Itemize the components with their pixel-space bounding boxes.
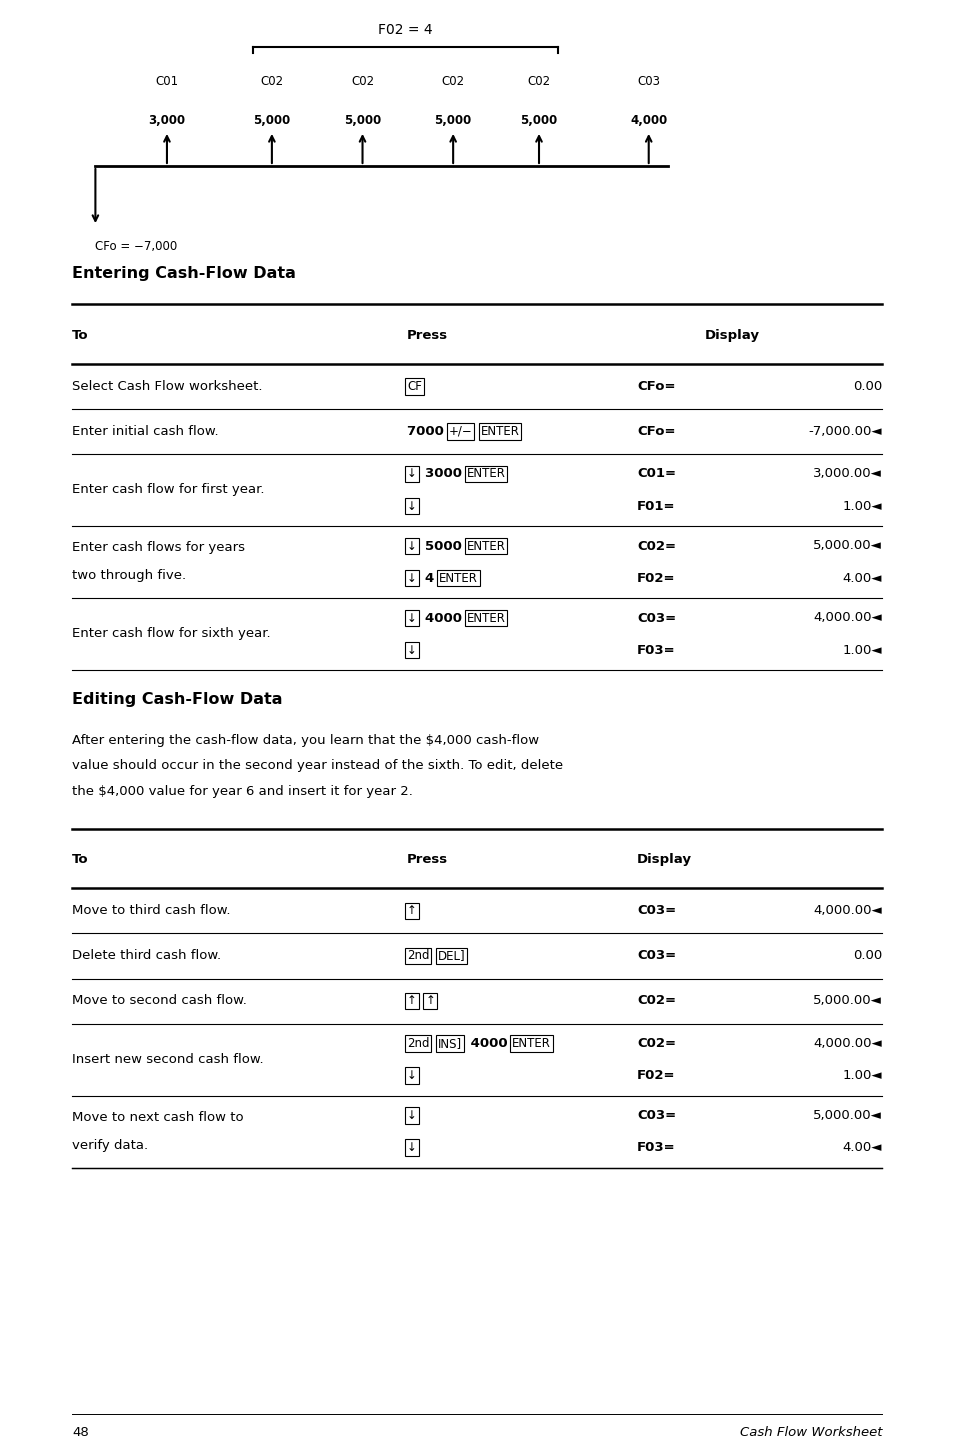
Text: 5,000.00◄: 5,000.00◄ (812, 540, 882, 552)
Text: 4,000.00◄: 4,000.00◄ (812, 904, 882, 917)
Text: Press: Press (407, 853, 448, 866)
Text: 1.00◄: 1.00◄ (841, 499, 882, 513)
Text: ↓: ↓ (407, 644, 416, 657)
Text: CFo = −7,000: CFo = −7,000 (95, 240, 177, 253)
Text: ENTER: ENTER (466, 467, 505, 480)
Text: 5,000.00◄: 5,000.00◄ (812, 1109, 882, 1123)
Text: 4000: 4000 (465, 1037, 512, 1050)
Text: ↑: ↑ (407, 904, 416, 917)
Text: Enter initial cash flow.: Enter initial cash flow. (71, 425, 218, 438)
Text: 0.00: 0.00 (852, 949, 882, 962)
Text: 0.00: 0.00 (852, 380, 882, 393)
Text: Entering Cash-Flow Data: Entering Cash-Flow Data (71, 266, 295, 281)
Text: C03=: C03= (637, 612, 676, 625)
Text: C02: C02 (527, 76, 550, 87)
Text: CF: CF (407, 380, 421, 393)
Text: 4000: 4000 (425, 612, 466, 625)
Text: C03=: C03= (637, 949, 676, 962)
Text: C03=: C03= (637, 1109, 676, 1123)
Text: C01: C01 (155, 76, 178, 87)
Text: ENTER: ENTER (480, 425, 518, 438)
Text: ENTER: ENTER (438, 572, 477, 584)
Text: Cash Flow Worksheet: Cash Flow Worksheet (739, 1425, 882, 1439)
Text: ENTER: ENTER (466, 540, 505, 552)
Text: ↓: ↓ (407, 1109, 416, 1123)
Text: Move to next cash flow to: Move to next cash flow to (71, 1111, 243, 1124)
Text: ENTER: ENTER (466, 612, 505, 625)
Text: To: To (71, 329, 89, 342)
Text: Enter cash flow for sixth year.: Enter cash flow for sixth year. (71, 628, 271, 641)
Text: 4: 4 (425, 572, 438, 584)
Text: F02=: F02= (637, 572, 675, 584)
Text: value should occur in the second year instead of the sixth. To edit, delete: value should occur in the second year in… (71, 760, 562, 773)
Text: ↓: ↓ (407, 1142, 416, 1155)
Text: 5,000: 5,000 (343, 114, 381, 127)
Text: ↓: ↓ (407, 1069, 416, 1082)
Text: 7000: 7000 (407, 425, 448, 438)
Text: 5000: 5000 (425, 540, 466, 552)
Text: 2nd: 2nd (407, 1037, 429, 1050)
Text: F01=: F01= (637, 499, 675, 513)
Text: Move to third cash flow.: Move to third cash flow. (71, 904, 231, 917)
Text: the $4,000 value for year 6 and insert it for year 2.: the $4,000 value for year 6 and insert i… (71, 785, 413, 798)
Text: 1.00◄: 1.00◄ (841, 1069, 882, 1082)
Text: 3000: 3000 (425, 467, 466, 480)
Text: 4,000.00◄: 4,000.00◄ (812, 612, 882, 625)
Text: 3,000: 3,000 (149, 114, 185, 127)
Text: Display: Display (703, 329, 759, 342)
Text: 4.00◄: 4.00◄ (841, 572, 882, 584)
Text: ↓: ↓ (407, 467, 416, 480)
Text: 5,000.00◄: 5,000.00◄ (812, 994, 882, 1008)
Text: 4.00◄: 4.00◄ (841, 1142, 882, 1155)
Text: After entering the cash-flow data, you learn that the $4,000 cash-flow: After entering the cash-flow data, you l… (71, 734, 538, 747)
Text: Select Cash Flow worksheet.: Select Cash Flow worksheet. (71, 380, 262, 393)
Text: F03=: F03= (637, 1142, 675, 1155)
Text: C02=: C02= (637, 540, 676, 552)
Text: F02=: F02= (637, 1069, 675, 1082)
Text: C02=: C02= (637, 994, 676, 1008)
Text: Editing Cash-Flow Data: Editing Cash-Flow Data (71, 692, 282, 708)
Text: 4,000.00◄: 4,000.00◄ (812, 1037, 882, 1050)
Text: C03: C03 (637, 76, 659, 87)
Text: ↓: ↓ (407, 540, 416, 552)
Text: Enter cash flow for first year.: Enter cash flow for first year. (71, 483, 264, 496)
Text: C02: C02 (441, 76, 464, 87)
Text: Insert new second cash flow.: Insert new second cash flow. (71, 1053, 263, 1066)
Text: CFo=: CFo= (637, 425, 675, 438)
Text: Display: Display (637, 853, 691, 866)
Text: ↑: ↑ (425, 994, 435, 1008)
Text: 4,000: 4,000 (629, 114, 667, 127)
Text: ↓: ↓ (407, 499, 416, 513)
Text: F02 = 4: F02 = 4 (377, 23, 433, 36)
Text: 3,000.00◄: 3,000.00◄ (812, 467, 882, 480)
Text: ENTER: ENTER (512, 1037, 551, 1050)
Text: 1.00◄: 1.00◄ (841, 644, 882, 657)
Text: 2nd: 2nd (407, 949, 429, 962)
Text: C02: C02 (351, 76, 374, 87)
Text: -7,000.00◄: -7,000.00◄ (807, 425, 882, 438)
Text: C01=: C01= (637, 467, 676, 480)
Text: C02: C02 (260, 76, 283, 87)
Text: ↓: ↓ (407, 612, 416, 625)
Text: Press: Press (407, 329, 448, 342)
Text: C02=: C02= (637, 1037, 676, 1050)
Text: 5,000: 5,000 (434, 114, 472, 127)
Text: verify data.: verify data. (71, 1139, 148, 1152)
Text: +/−: +/− (448, 425, 472, 438)
Text: DEL]: DEL] (437, 949, 465, 962)
Text: 48: 48 (71, 1425, 89, 1439)
Text: C03=: C03= (637, 904, 676, 917)
Text: ↑: ↑ (407, 994, 416, 1008)
Text: Move to second cash flow.: Move to second cash flow. (71, 994, 247, 1008)
Text: CFo=: CFo= (637, 380, 675, 393)
Text: Enter cash flows for years: Enter cash flows for years (71, 542, 245, 555)
Text: INS]: INS] (437, 1037, 461, 1050)
Text: ↓: ↓ (407, 572, 416, 584)
Text: F03=: F03= (637, 644, 675, 657)
Text: 5,000: 5,000 (253, 114, 291, 127)
Text: 5,000: 5,000 (519, 114, 558, 127)
Text: Delete third cash flow.: Delete third cash flow. (71, 949, 221, 962)
Text: two through five.: two through five. (71, 569, 186, 582)
Text: To: To (71, 853, 89, 866)
